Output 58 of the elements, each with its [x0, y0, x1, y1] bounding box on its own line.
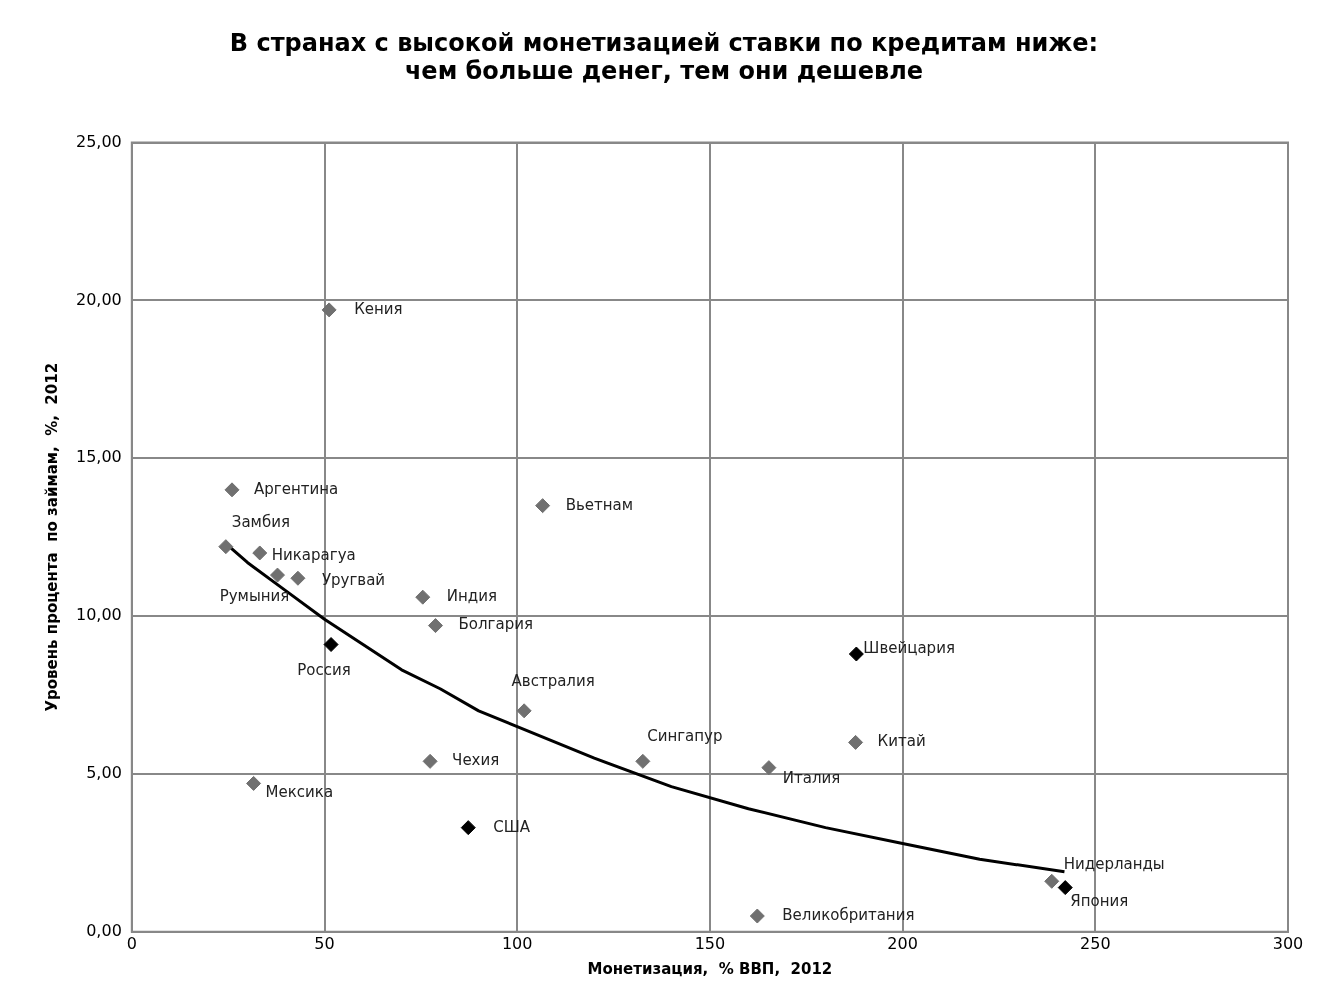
annotation: Вьетнам: [565, 495, 634, 514]
annotation: Уругвай: [321, 571, 386, 590]
annotation: Замбия: [231, 512, 290, 531]
annotation: Никарагуа: [271, 545, 356, 564]
y-tick-label: 10,00: [75, 605, 122, 625]
point: [1057, 880, 1073, 896]
point: [535, 498, 551, 514]
point: [290, 570, 306, 586]
point: [415, 589, 431, 605]
point: [460, 820, 476, 836]
point: [269, 567, 285, 583]
x-tick-label: 250: [1080, 933, 1111, 953]
annotation: Япония: [1070, 892, 1129, 911]
point: [428, 618, 443, 634]
annotation: Россия: [297, 661, 351, 680]
point: [422, 753, 438, 769]
annotation: Италия: [782, 768, 841, 787]
x-tick-label: 200: [887, 933, 918, 953]
x-tick-label: 50: [314, 933, 335, 953]
point: [224, 482, 240, 498]
y-tick-label: 0,00: [86, 920, 122, 940]
annotation: США: [493, 817, 531, 836]
annotation: Великобритания: [782, 905, 915, 924]
annotation: Китай: [877, 732, 926, 751]
x-tick-label: 0: [126, 933, 137, 953]
x-axis-title: Монетизация, % ВВП, 2012: [587, 959, 833, 978]
x-tick-label: 150: [694, 933, 726, 953]
y-tick-label: 20,00: [75, 289, 122, 309]
point: [749, 908, 765, 924]
point: [321, 302, 337, 318]
y-tick-label: 5,00: [86, 763, 122, 783]
annotation: Болгария: [458, 615, 533, 634]
point: [252, 545, 268, 561]
point: [848, 646, 864, 662]
y-tick-label: 25,00: [75, 131, 122, 151]
annotation: Австралия: [511, 671, 595, 690]
point: [246, 775, 262, 791]
annotation: Аргентина: [254, 479, 339, 498]
point: [218, 539, 234, 555]
annotation: Швейцария: [863, 638, 955, 657]
y-axis-title: Уровень процента по займам, %, 2012: [42, 362, 61, 712]
y-tick-label: 15,00: [75, 447, 122, 467]
annotation: Сингапур: [647, 727, 723, 746]
point: [516, 703, 532, 719]
point: [1044, 873, 1060, 889]
x-tick-label: 300: [1272, 933, 1304, 953]
point: [848, 734, 864, 750]
annotation: Нидерланды: [1063, 855, 1165, 874]
annotation: Чехия: [452, 751, 500, 770]
x-tick-label: 100: [501, 933, 533, 953]
annotation: Румыния: [219, 586, 290, 605]
chart-title: В странах с высокой монетизацией ставки по кредитам ниже: чем больше денег, тем они дешевле: [229, 28, 1099, 86]
point: [323, 637, 339, 653]
point: [635, 753, 651, 769]
point: [761, 760, 777, 776]
annotation: Мексика: [265, 783, 334, 802]
annotation: Кения: [354, 299, 403, 318]
annotation: Индия: [446, 587, 497, 606]
